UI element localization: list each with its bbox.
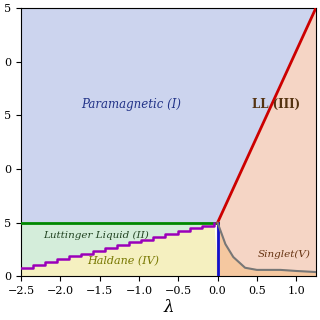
Polygon shape [218, 223, 316, 276]
Polygon shape [21, 8, 316, 223]
Polygon shape [218, 8, 316, 272]
Polygon shape [21, 223, 218, 268]
Text: Haldane (IV): Haldane (IV) [87, 256, 159, 267]
Text: Paramagnetic (I): Paramagnetic (I) [81, 98, 181, 111]
X-axis label: λ: λ [163, 299, 174, 316]
Text: LL (III): LL (III) [252, 98, 300, 111]
Text: Singlet(V): Singlet(V) [258, 250, 311, 260]
Polygon shape [21, 223, 218, 276]
Text: Luttinger Liquid (II): Luttinger Liquid (II) [43, 231, 148, 240]
